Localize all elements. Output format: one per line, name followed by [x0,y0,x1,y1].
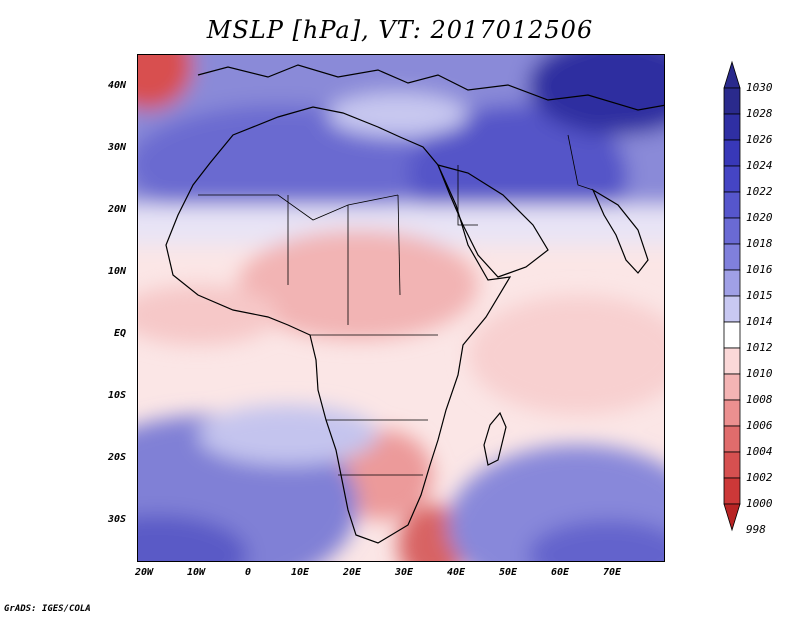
lat-label-40n: 40N [108,80,127,91]
colorbar-swatch [723,425,741,453]
field-central-africa-low [238,230,478,340]
lat-label-30n: 30N [108,142,127,153]
colorbar-label: 1030 [746,81,773,94]
lat-label-10n: 10N [108,266,127,277]
colorbar-label: 1004 [746,445,773,458]
lon-label-40e: 40E [446,567,466,578]
pressure-field [138,55,664,561]
chart-title: MSLP [hPa], VT: 2017012506 [206,16,594,44]
colorbar-swatch [723,321,741,349]
lon-label-70e: 70E [602,567,622,578]
lat-label-20s: 20S [108,452,127,463]
colorbar-swatch [723,399,741,427]
colorbar-swatch [723,477,741,505]
colorbar-swatch [723,191,741,219]
field-mediterranean [328,93,468,137]
arabia-coastline [436,164,549,278]
colorbar-swatch [723,87,741,115]
colorbar-label: 1012 [746,341,773,354]
field-indian-equator [468,295,664,415]
lon-label-50e: 50E [498,567,518,578]
lon-label-20e: 20E [342,567,362,578]
colorbar-label: 1016 [746,263,773,276]
field-transition-south [198,405,378,465]
colorbar-label: 1022 [746,185,773,198]
colorbar-label: 1026 [746,133,773,146]
lon-label-30e: 30E [394,567,414,578]
colorbar-label: 998 [746,523,766,536]
colorbar-label: 1008 [746,393,773,406]
field-nw-low [138,55,193,110]
colorbar-swatch [723,243,741,271]
colorbar-swatch [723,113,741,141]
colorbar-top-arrow [723,60,741,89]
colorbar-swatch [723,373,741,401]
field-south-indian-core [528,520,664,561]
country-borders [198,134,594,476]
colorbar-swatch [723,347,741,375]
colorbar-label: 1006 [746,419,773,432]
europe-coastline [197,64,664,111]
lon-label-10e: 10E [290,567,310,578]
colorbar-swatch [723,217,741,245]
colorbar-swatch [723,451,741,479]
lat-label-20n: 20N [108,204,127,215]
colorbar-label: 1024 [746,159,773,172]
colorbar-label: 1000 [746,497,773,510]
colorbar-label: 1018 [746,237,773,250]
field-asia-high [528,55,664,135]
credit-text: GrADS: IGES/COLA [4,604,91,614]
field-atlantic-equator [138,285,278,345]
madagascar-coastline [483,411,507,466]
colorbar-label: 1014 [746,315,773,328]
colorbar-label: 1020 [746,211,773,224]
colorbar-bottom-arrow [723,503,741,532]
africa-coastline [165,106,512,544]
map-plot-area [137,54,665,562]
colorbar-label: 1002 [746,471,773,484]
colorbar-swatch [723,139,741,167]
colorbar-label: 1028 [746,107,773,120]
lat-label-10s: 10S [108,390,127,401]
lon-label-10w: 10W [186,567,206,578]
field-south-atlantic-core [138,515,248,561]
lon-label-20w: 20W [134,567,154,578]
colorbar-label: 1010 [746,367,773,380]
lat-label-30s: 30S [108,514,127,525]
lon-label-60e: 60E [550,567,570,578]
colorbar-label: 1015 [746,289,773,302]
colorbar-swatch [723,295,741,323]
colorbar-swatch [723,165,741,193]
india-coastline [591,188,649,274]
lat-label-eq: EQ [114,328,127,339]
colorbar [723,60,741,532]
colorbar-swatch [723,269,741,297]
lon-label-0: 0 [244,567,252,578]
